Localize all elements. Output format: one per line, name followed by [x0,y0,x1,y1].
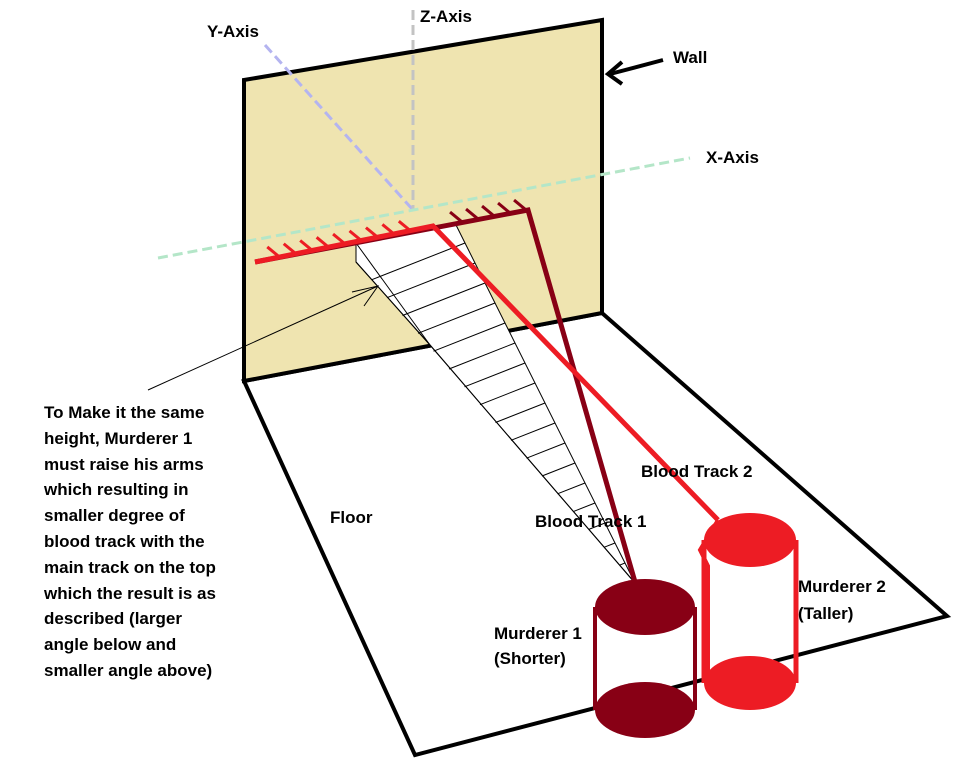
wall-arrow [604,58,664,86]
projection-rung [448,342,516,370]
note-line: height, Murderer 1 [44,428,193,448]
murderer-1-sublabel: (Shorter) [494,649,566,668]
wall-label: Wall [673,48,707,67]
note-line: must raise his arms [44,454,204,474]
projection-rung [402,282,486,316]
murderer-1-cylinder [593,579,697,738]
projection-rung [526,442,566,459]
note-line: angle below and [44,635,177,655]
blood-track-2-chevron [397,220,412,233]
blood-track-1-chevron [481,204,495,217]
projection-rung [495,402,546,423]
murderer-1-label: Murderer 1 [494,624,582,643]
projection-rung [386,262,476,299]
blood-track-1-chevron [513,198,527,211]
blood-track-2-chevron [315,236,330,249]
z-axis-label: Z-Axis [420,7,472,26]
explanation-note: To Make it the same height, Murderer 1 m… [44,400,244,684]
blood-track-2-chevron [348,229,363,242]
projection-rung [510,422,556,441]
note-line: To Make it the same [44,403,205,422]
projection-rung [588,522,606,530]
blood-track-2-chevron [381,223,396,236]
note-line: described (larger [44,609,182,629]
blood-track-1-label: Blood Track 1 [535,512,646,531]
note-line: blood track with the [44,531,205,551]
wall-plane [242,17,604,384]
murderer-2-sublabel: (Taller) [798,604,853,623]
blood-track-2-chevron [364,226,379,239]
note-line: which resulting in [44,480,189,500]
blood-track-1-chevron [497,201,511,214]
x-axis-label: X-Axis [706,148,759,167]
note-line: which the result is as [44,583,216,603]
projection-rung [541,462,576,477]
projection-rung [464,362,526,388]
track-projection-rungs [371,242,626,566]
murderer-2-label: Murderer 2 [798,577,886,596]
note-line: smaller angle above) [44,660,213,680]
projection-rung [557,482,586,495]
projection-rung [479,382,536,406]
note-pointer-arrow [147,285,380,391]
blood-track-2-line [254,223,720,522]
blood-track-1-chevron [465,207,479,220]
blood-track-1-chevron [449,210,463,223]
blood-track-2-chevron [282,242,297,255]
y-axis-line [263,43,415,212]
x-axis-line [157,156,691,260]
blood-track-2-chevron [299,239,313,252]
blood-track-2-label: Blood Track 2 [641,462,752,481]
blood-track-2-chevrons [266,220,412,258]
y-axis-label: Y-Axis [207,22,259,41]
note-line: smaller degree of [44,506,185,526]
projection-rung [603,542,616,548]
projection-rung [417,302,496,334]
track-projection [355,222,636,584]
note-line: main track on the top [44,557,216,577]
projection-rung [371,242,466,281]
projection-rung [433,322,506,352]
blood-track-2-chevron [332,232,346,245]
floor-label: Floor [330,508,373,527]
projection-rung [619,562,626,566]
blood-track-1-chevrons [449,198,527,223]
murderer-2-cylinder [697,513,799,710]
blood-track-2-chevron [266,245,281,258]
projection-rung [572,502,596,513]
